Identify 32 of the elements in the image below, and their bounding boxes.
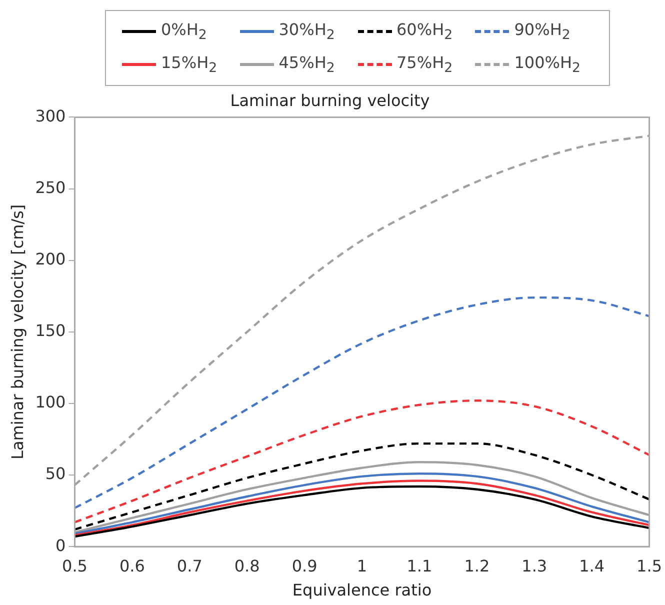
x-tick-label: 0.8 [234,556,260,576]
x-tick-label: 1.3 [522,556,548,576]
legend-label: 75%H$_{2}$ [396,52,453,76]
legend-label: 100%H$_{2}$ [514,52,581,76]
y-tick-label: 150 [35,321,66,340]
legend-label: 30%H$_{2}$ [278,20,335,44]
y-axis-title: Laminar burning velocity [cm/s] [8,204,27,460]
chart-title: Laminar burning velocity [230,90,430,110]
x-tick-label: 0.5 [62,556,88,576]
line-series [74,442,650,531]
line-series [74,400,650,524]
x-tick-label: 1.2 [464,556,490,576]
y-tick-label: 250 [35,178,66,197]
y-tick-label: 200 [35,249,66,268]
y-tick-label: 0 [56,536,66,555]
x-tick-label: 0.9 [292,556,318,576]
x-tick-label: 1.5 [636,556,662,576]
x-axis-title: Equivalence ratio [292,580,432,600]
x-tick-label: 1.1 [406,556,432,576]
legend-label: 45%H$_{2}$ [278,52,335,76]
legend-label: 15%H$_{2}$ [161,52,218,76]
legend-label: 60%H$_{2}$ [396,20,453,44]
x-tick-label: 1.4 [579,556,605,576]
x-tick-label: 0.6 [119,556,145,576]
line-series [74,296,650,510]
y-tick-label: 300 [35,106,66,126]
x-tick-label: 1 [356,556,368,576]
legend-label: 0%H$_{2}$ [161,20,207,44]
y-tick-label: 100 [35,392,66,412]
legend-label: 90%H$_{2}$ [514,20,570,44]
x-tick-label: 0.7 [176,556,202,576]
y-tick-label: 50 [45,464,66,484]
